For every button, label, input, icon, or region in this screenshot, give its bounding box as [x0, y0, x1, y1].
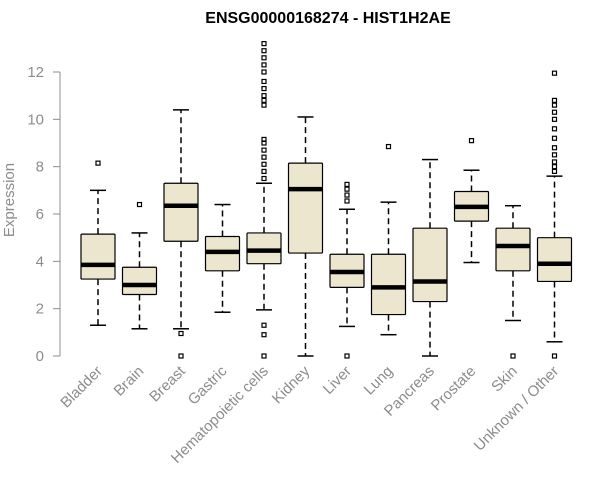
outlier-point [261, 48, 267, 54]
outlier-point [261, 161, 267, 167]
box-group [329, 181, 365, 359]
outlier-point [551, 152, 558, 158]
outlier-point [261, 353, 267, 359]
outlier-point [261, 85, 267, 92]
outlier-point [551, 97, 558, 104]
outlier-point [344, 181, 350, 188]
y-tick-label: 2 [36, 301, 44, 318]
box-iqr [246, 232, 282, 265]
outlier-point [261, 136, 267, 143]
outlier-point [261, 55, 267, 61]
box-iqr [163, 182, 199, 242]
outlier-point [551, 164, 558, 170]
chart-title: ENSG00000168274 - HIST1H2AE [205, 10, 451, 27]
outlier-point [551, 126, 558, 132]
boxes-layer [80, 40, 573, 359]
box-group [204, 203, 241, 313]
outlier-point [551, 159, 558, 165]
outlier-point [261, 322, 267, 328]
outlier-point [261, 78, 267, 85]
outlier-point [178, 330, 184, 337]
outlier-point [261, 332, 267, 338]
box-iqr [412, 227, 448, 303]
box-group [246, 40, 282, 359]
box-iqr [121, 266, 158, 296]
x-category-label: Bladder [57, 363, 106, 412]
box-iqr [287, 162, 324, 254]
y-tick-label: 6 [36, 206, 44, 223]
x-category-label: Lung [361, 363, 397, 399]
box-group [287, 116, 324, 357]
x-category-label: Liver [320, 363, 355, 398]
x-category-label: Skin [488, 363, 521, 396]
outlier-point [344, 192, 350, 198]
outlier-point [551, 70, 558, 76]
box-group [121, 201, 158, 330]
outlier-point [136, 201, 143, 208]
outlier-point [551, 116, 558, 122]
box-group [412, 158, 448, 357]
outlier-point [261, 40, 267, 47]
outlier-point [551, 145, 558, 151]
x-category-label: Kidney [269, 362, 314, 407]
y-axis: 0 2 4 6 8 10 12 [27, 64, 61, 365]
y-tick-label: 12 [27, 64, 44, 81]
outlier-point [468, 138, 475, 144]
box-iqr [370, 253, 407, 316]
y-tick-label: 10 [27, 111, 44, 128]
box-group [453, 138, 490, 264]
outlier-point [178, 353, 184, 359]
outlier-point [261, 168, 267, 174]
box-group [80, 160, 116, 326]
outlier-point [551, 135, 558, 141]
box-iqr [80, 233, 116, 280]
outlier-point [551, 102, 558, 108]
outlier-point [551, 353, 558, 359]
outlier-point [344, 198, 350, 204]
outlier-point [344, 353, 350, 359]
box-iqr [495, 227, 531, 272]
outlier-point [551, 168, 558, 174]
box-group [536, 70, 573, 359]
outlier-point [95, 160, 101, 166]
outlier-point [385, 143, 392, 150]
x-category-label: Breast [146, 362, 189, 405]
outlier-point [551, 109, 558, 115]
y-tick-label: 0 [36, 348, 44, 365]
outlier-point [261, 69, 267, 75]
outlier-point [261, 93, 267, 99]
outlier-point [261, 154, 267, 160]
outlier-point [344, 186, 350, 192]
box-iqr [536, 237, 573, 283]
box-group [495, 204, 531, 359]
y-axis-label: Expression [1, 163, 18, 237]
outlier-point [510, 353, 516, 359]
outlier-point [261, 62, 267, 68]
outlier-point [261, 175, 267, 182]
outlier-point [261, 102, 267, 108]
y-tick-label: 4 [36, 253, 44, 270]
outlier-point [261, 97, 267, 104]
y-tick-label: 8 [36, 159, 44, 176]
box-group [370, 143, 407, 336]
box-group [163, 109, 199, 359]
outlier-point [261, 147, 267, 153]
x-category-label: Prostate [428, 363, 480, 415]
x-category-label: Brain [111, 363, 148, 400]
